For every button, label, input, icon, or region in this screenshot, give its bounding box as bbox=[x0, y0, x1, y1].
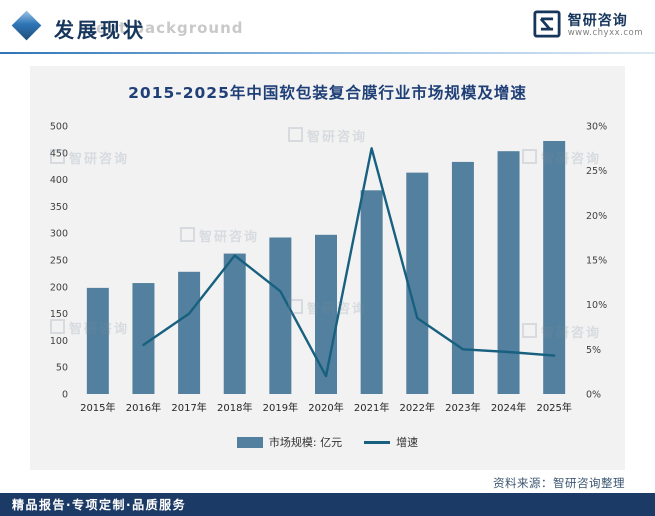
svg-text:2019年: 2019年 bbox=[263, 401, 298, 414]
svg-text:100: 100 bbox=[50, 336, 68, 347]
svg-text:2016年: 2016年 bbox=[126, 401, 161, 414]
svg-text:30%: 30% bbox=[586, 122, 607, 133]
svg-text:2017年: 2017年 bbox=[171, 401, 206, 414]
legend-bar-swatch bbox=[236, 436, 263, 448]
svg-text:2024年: 2024年 bbox=[491, 401, 526, 414]
footer-bar: 精品报告·专项定制·品质服务 bbox=[0, 493, 655, 516]
svg-text:400: 400 bbox=[50, 175, 68, 186]
legend-bar-label: 市场规模: 亿元 bbox=[268, 436, 343, 449]
svg-text:300: 300 bbox=[50, 229, 68, 240]
svg-text:450: 450 bbox=[50, 148, 68, 159]
svg-text:2025年: 2025年 bbox=[536, 401, 571, 414]
chart-canvas: 0 50 100 150 200 250 300 350 400 450 500 0% 5% 10% 15%… bbox=[50, 122, 607, 415]
chart-panel: 2015-2025年中国软包装复合膜行业市场规模及增速 0 50 100 150 200… bbox=[30, 66, 625, 470]
header-divider bbox=[0, 52, 655, 54]
brand-logo-text: 智研咨询 www.chyxx.com bbox=[568, 13, 643, 39]
svg-text:25%: 25% bbox=[586, 166, 607, 177]
svg-text:250: 250 bbox=[50, 256, 68, 267]
svg-text:15%: 15% bbox=[586, 256, 607, 267]
data-source-note: 资料来源：智研咨询整理 bbox=[493, 476, 625, 490]
chart-legend: 市场规模: 亿元 增速 bbox=[30, 434, 625, 450]
svg-text:0%: 0% bbox=[586, 390, 601, 401]
svg-text:2015年: 2015年 bbox=[80, 401, 115, 414]
svg-text:350: 350 bbox=[50, 202, 68, 213]
chart-title: 2015-2025年中国软包装复合膜行业市场规模及增速 bbox=[128, 84, 527, 102]
svg-text:20%: 20% bbox=[586, 211, 607, 222]
svg-text:10%: 10% bbox=[586, 300, 607, 311]
svg-text:2022年: 2022年 bbox=[400, 401, 435, 414]
svg-text:2020年: 2020年 bbox=[308, 401, 343, 414]
legend-line-label: 增速 bbox=[396, 436, 419, 449]
header-background-watermark: ent background bbox=[96, 19, 244, 37]
svg-text:0: 0 bbox=[62, 390, 68, 401]
brand-url: www.chyxx.com bbox=[567, 28, 643, 39]
diamond-icon bbox=[11, 10, 42, 41]
svg-text:2023年: 2023年 bbox=[445, 401, 480, 414]
svg-text:150: 150 bbox=[50, 309, 68, 320]
legend-item-growth: 增速 bbox=[364, 434, 418, 450]
svg-text:50: 50 bbox=[56, 363, 68, 374]
page-header: ent background 发展现状 智研咨询 www.chyxx.com bbox=[0, 0, 655, 54]
svg-text:2021年: 2021年 bbox=[354, 401, 389, 414]
brand-name: 智研咨询 bbox=[567, 13, 628, 30]
svg-text:5%: 5% bbox=[586, 345, 601, 356]
svg-text:500: 500 bbox=[50, 122, 68, 133]
brand-logo-icon bbox=[533, 10, 561, 42]
svg-text:2018年: 2018年 bbox=[217, 401, 252, 414]
footer-slogan: 精品报告·专项定制·品质服务 bbox=[12, 498, 187, 512]
svg-text:200: 200 bbox=[50, 282, 68, 293]
section-title: 发展现状 bbox=[54, 18, 146, 42]
legend-item-market-size: 市场规模: 亿元 bbox=[236, 434, 343, 450]
legend-line-swatch bbox=[364, 440, 391, 444]
brand-logo: 智研咨询 www.chyxx.com bbox=[533, 10, 643, 42]
